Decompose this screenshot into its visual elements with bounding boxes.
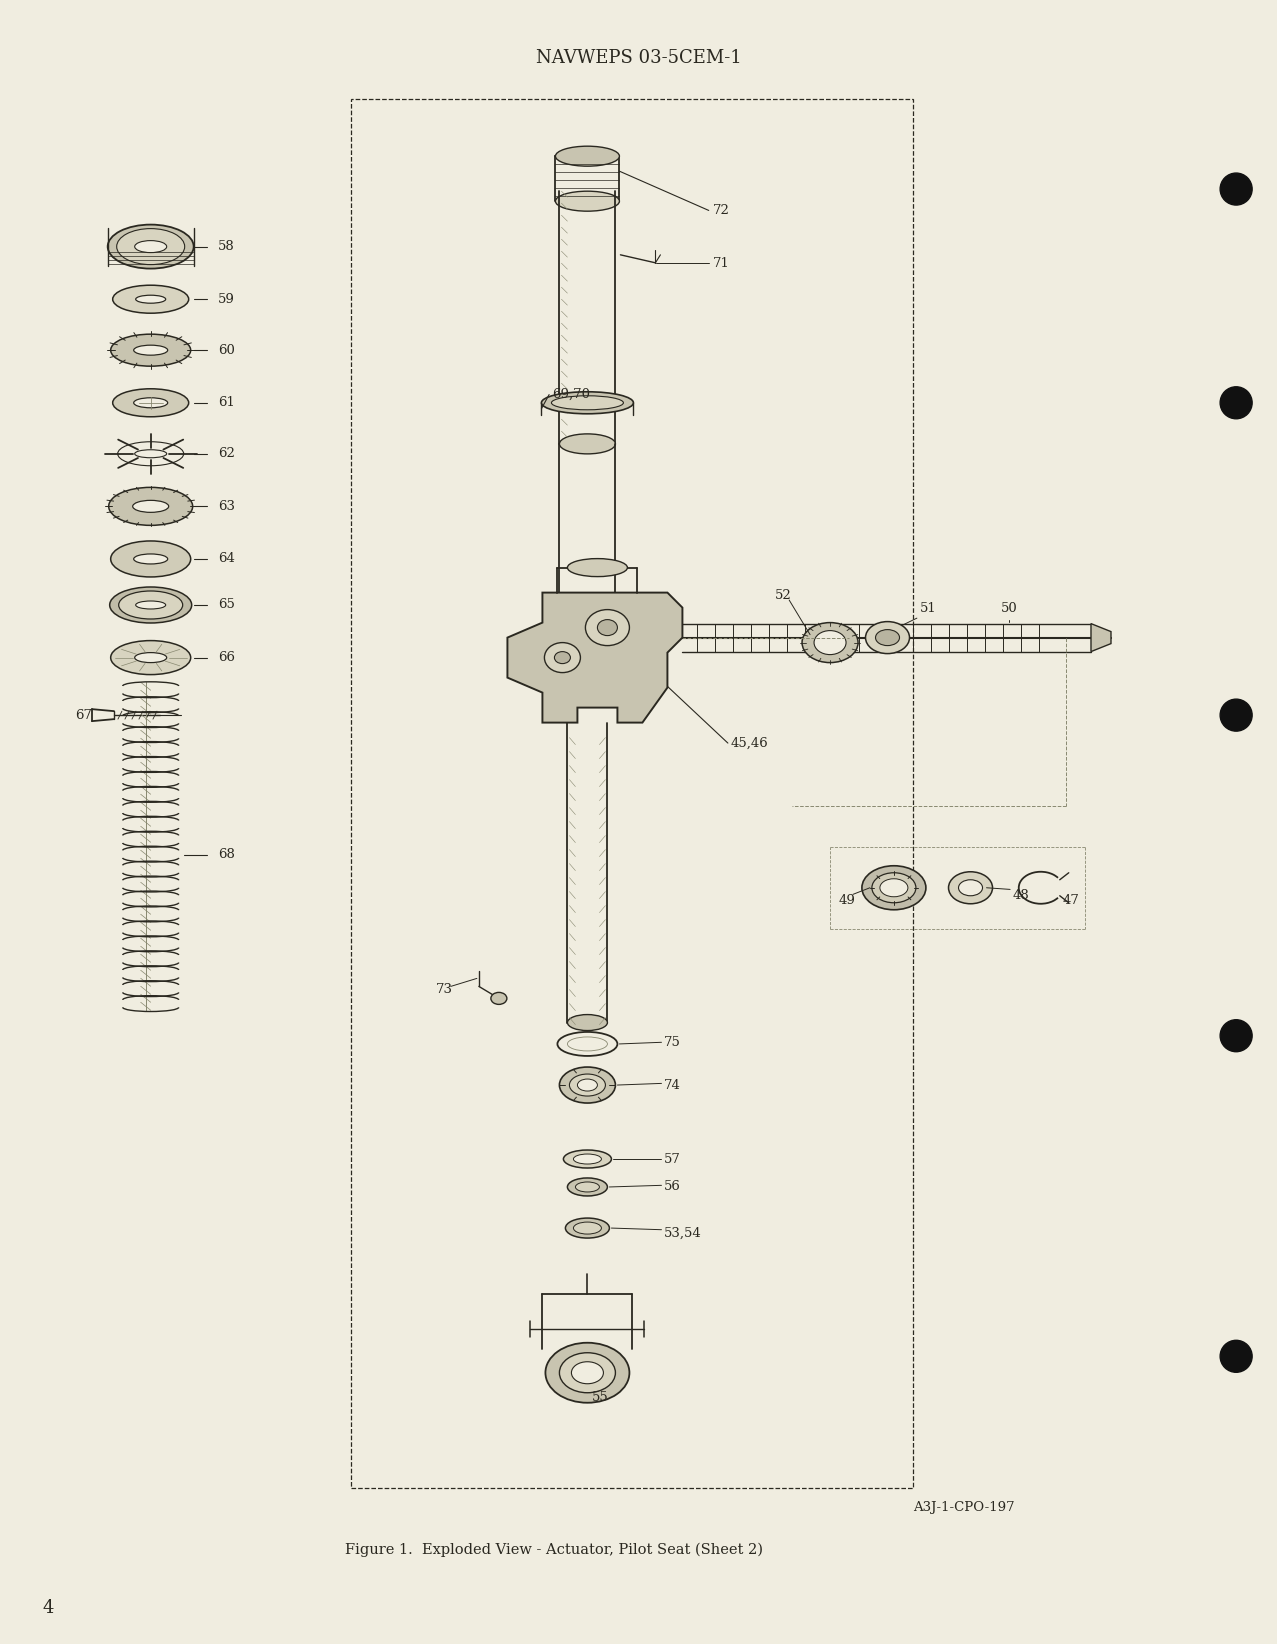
Circle shape <box>1220 699 1253 732</box>
Text: 56: 56 <box>664 1180 681 1194</box>
Ellipse shape <box>563 1151 612 1167</box>
Ellipse shape <box>112 284 189 314</box>
Ellipse shape <box>541 391 633 414</box>
Ellipse shape <box>559 434 616 454</box>
Text: A3J-1-CPO-197: A3J-1-CPO-197 <box>913 1501 1015 1514</box>
Circle shape <box>1220 1019 1253 1052</box>
Text: 57: 57 <box>664 1152 681 1166</box>
Text: 63: 63 <box>218 500 235 513</box>
Text: 50: 50 <box>1000 602 1018 615</box>
Text: 59: 59 <box>218 293 235 306</box>
Ellipse shape <box>559 1353 616 1392</box>
Ellipse shape <box>577 1078 598 1092</box>
Ellipse shape <box>133 500 169 513</box>
Ellipse shape <box>107 225 194 268</box>
Ellipse shape <box>959 880 982 896</box>
Circle shape <box>1220 173 1253 206</box>
Text: NAVWEPS 03-5CEM-1: NAVWEPS 03-5CEM-1 <box>535 49 742 66</box>
Ellipse shape <box>111 334 190 367</box>
Text: 68: 68 <box>218 848 235 861</box>
Text: 60: 60 <box>218 344 235 357</box>
Ellipse shape <box>111 641 190 674</box>
Ellipse shape <box>544 643 581 672</box>
Ellipse shape <box>949 871 992 904</box>
Text: 51: 51 <box>919 602 936 615</box>
Ellipse shape <box>573 1154 601 1164</box>
Ellipse shape <box>813 631 847 654</box>
Text: 61: 61 <box>218 396 235 409</box>
Text: 52: 52 <box>775 589 792 602</box>
Ellipse shape <box>555 191 619 210</box>
Ellipse shape <box>119 590 183 620</box>
Ellipse shape <box>134 345 167 355</box>
Ellipse shape <box>490 993 507 1004</box>
Ellipse shape <box>134 398 167 408</box>
Ellipse shape <box>109 487 193 526</box>
Ellipse shape <box>134 653 167 663</box>
Ellipse shape <box>110 587 192 623</box>
Ellipse shape <box>112 388 189 418</box>
Text: 64: 64 <box>218 552 235 566</box>
Ellipse shape <box>135 602 166 608</box>
Ellipse shape <box>880 880 908 896</box>
Text: 65: 65 <box>218 598 235 612</box>
Text: 47: 47 <box>1062 894 1079 907</box>
Ellipse shape <box>573 1221 601 1235</box>
Circle shape <box>1220 1340 1253 1373</box>
Ellipse shape <box>545 1343 630 1402</box>
Polygon shape <box>1091 623 1111 651</box>
Ellipse shape <box>134 450 167 457</box>
Ellipse shape <box>111 541 190 577</box>
Ellipse shape <box>134 240 167 253</box>
Ellipse shape <box>570 1074 605 1097</box>
Ellipse shape <box>552 396 623 409</box>
Ellipse shape <box>802 623 858 663</box>
Ellipse shape <box>585 610 630 646</box>
Text: 49: 49 <box>839 894 856 907</box>
Bar <box>351 99 913 1488</box>
Text: 45,46: 45,46 <box>730 737 769 750</box>
Ellipse shape <box>135 296 166 302</box>
Ellipse shape <box>134 554 167 564</box>
Ellipse shape <box>555 146 619 166</box>
Text: 66: 66 <box>218 651 235 664</box>
Text: 58: 58 <box>218 240 235 253</box>
Ellipse shape <box>872 873 916 903</box>
Ellipse shape <box>559 1067 616 1103</box>
Text: 75: 75 <box>664 1036 681 1049</box>
Polygon shape <box>507 592 682 723</box>
Text: 71: 71 <box>713 256 729 270</box>
Ellipse shape <box>866 621 909 654</box>
Ellipse shape <box>566 1218 609 1238</box>
Circle shape <box>1220 386 1253 419</box>
Ellipse shape <box>116 229 185 265</box>
Text: Figure 1.  Exploded View - Actuator, Pilot Seat (Sheet 2): Figure 1. Exploded View - Actuator, Pilo… <box>345 1544 762 1557</box>
Text: 73: 73 <box>437 983 453 996</box>
Ellipse shape <box>554 651 571 664</box>
Text: 72: 72 <box>713 204 729 217</box>
Text: 62: 62 <box>218 447 235 460</box>
Ellipse shape <box>576 1182 599 1192</box>
Text: 67: 67 <box>75 709 92 722</box>
Ellipse shape <box>567 1014 608 1031</box>
Ellipse shape <box>567 1179 608 1195</box>
Ellipse shape <box>862 866 926 909</box>
Ellipse shape <box>876 630 899 646</box>
Text: 48: 48 <box>1013 889 1029 903</box>
Ellipse shape <box>598 620 617 636</box>
Text: 4: 4 <box>42 1600 54 1616</box>
Text: 55: 55 <box>591 1391 609 1404</box>
Text: 69,70: 69,70 <box>552 388 590 401</box>
Text: 74: 74 <box>664 1078 681 1092</box>
Text: 53,54: 53,54 <box>664 1226 702 1240</box>
Ellipse shape <box>571 1361 604 1384</box>
Ellipse shape <box>567 559 627 577</box>
